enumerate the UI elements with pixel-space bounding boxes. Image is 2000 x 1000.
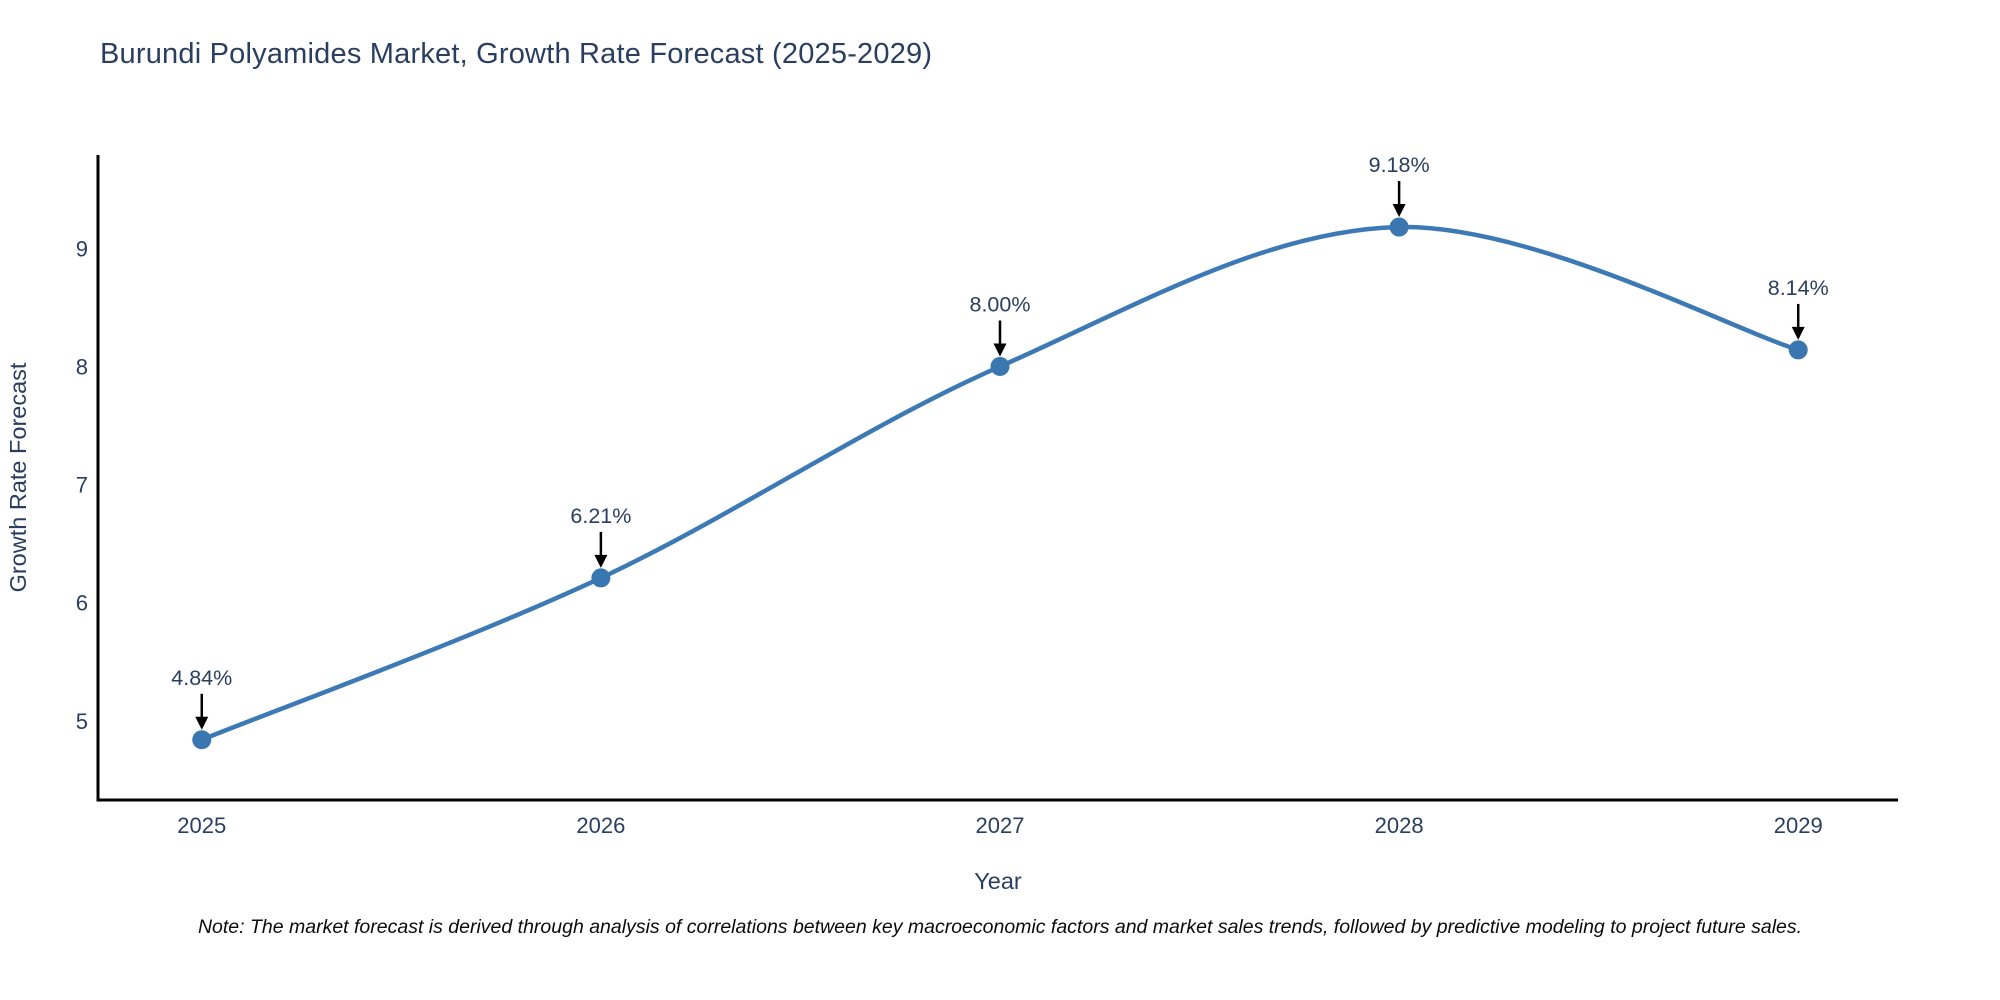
annotation-arrowhead-icon	[993, 343, 1007, 357]
point-label: 9.18%	[1369, 153, 1430, 177]
annotation-arrowhead-icon	[594, 554, 608, 568]
data-point-2029[interactable]	[1788, 340, 1808, 360]
annotation-arrowhead-icon	[1791, 326, 1805, 340]
point-label: 8.00%	[970, 292, 1031, 316]
point-label: 6.21%	[570, 504, 631, 528]
y-tick-label: 6	[76, 591, 88, 616]
y-tick-label: 8	[76, 354, 88, 379]
annotation-arrowhead-icon	[1392, 204, 1406, 218]
x-tick-label: 2029	[1774, 813, 1823, 838]
data-point-2025[interactable]	[192, 730, 212, 750]
y-tick-label: 7	[76, 473, 88, 498]
footnote: Note: The market forecast is derived thr…	[197, 916, 1803, 938]
y-tick-label: 5	[76, 709, 88, 734]
x-tick-label: 2028	[1375, 813, 1424, 838]
annotation-arrowhead-icon	[195, 716, 209, 730]
point-label: 4.84%	[171, 666, 232, 690]
point-label: 8.14%	[1768, 276, 1829, 300]
data-point-2027[interactable]	[990, 356, 1010, 376]
y-axis-title: Growth Rate Forecast	[5, 362, 31, 592]
x-axis-title: Year	[974, 868, 1022, 894]
axis-lines	[96, 155, 1898, 802]
y-tick-label: 9	[76, 236, 88, 261]
x-tick-label: 2026	[576, 813, 625, 838]
x-tick-label: 2027	[976, 813, 1025, 838]
x-tick-label: 2025	[177, 813, 226, 838]
data-point-2026[interactable]	[591, 568, 611, 588]
chart-title: Burundi Polyamides Market, Growth Rate F…	[100, 38, 933, 70]
data-point-2028[interactable]	[1389, 217, 1409, 237]
